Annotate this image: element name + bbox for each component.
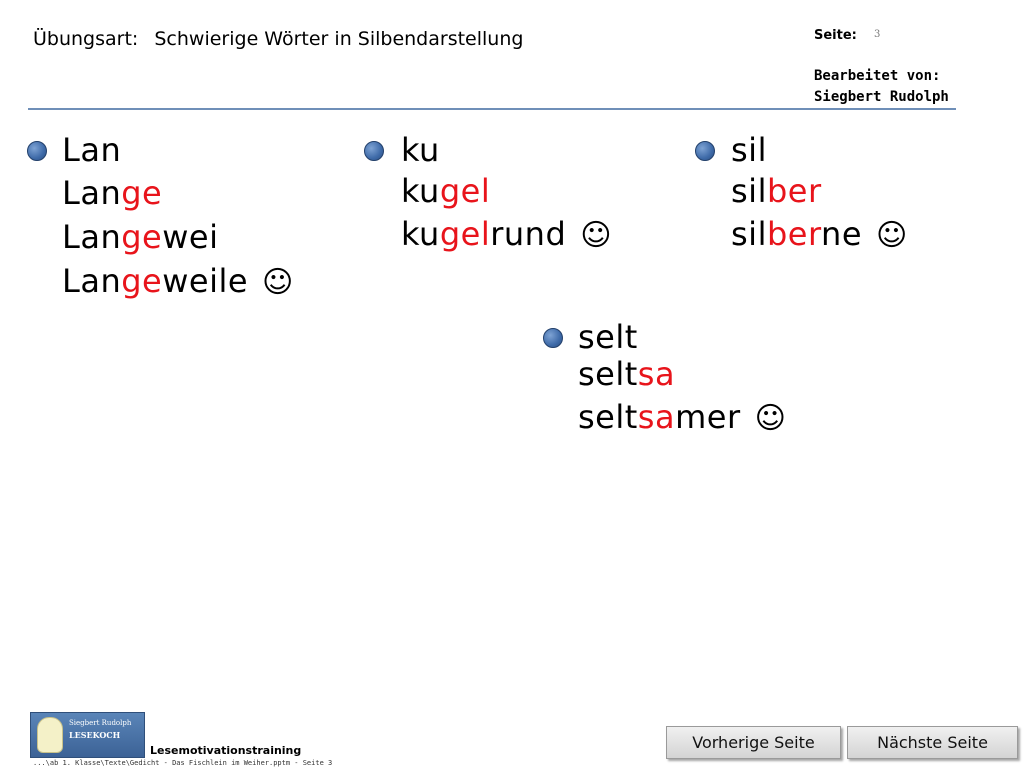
syllable: ne — [821, 215, 863, 253]
bullet-icon — [695, 141, 715, 161]
syllable: ku — [401, 172, 440, 210]
smiley-icon: ☺ — [754, 401, 787, 436]
edited-by-label: Bearbeitet von: — [814, 68, 941, 84]
syllable: weile — [162, 262, 249, 300]
page-label: Seite: — [814, 28, 857, 43]
highlighted-syllable: ber — [766, 215, 822, 253]
syllable-word: silber — [731, 172, 822, 210]
highlighted-syllable: sa — [637, 355, 676, 393]
syllable: wei — [162, 218, 219, 256]
highlighted-syllable: gel — [439, 215, 491, 253]
syllable-word: Lange — [62, 174, 162, 212]
previous-page-button[interactable]: Vorherige Seite — [666, 726, 841, 759]
syllable: sil — [731, 172, 767, 210]
highlighted-syllable: sa — [637, 398, 676, 436]
highlighted-syllable: gel — [439, 172, 491, 210]
footer-label: Lesemotivationstraining — [150, 744, 302, 757]
exercise-type-label: Übungsart: — [33, 28, 139, 50]
syllable-word: seltsamer ☺ — [578, 398, 786, 436]
highlighted-syllable: ber — [766, 172, 822, 210]
smiley-icon: ☺ — [580, 218, 613, 253]
syllable: Lan — [62, 131, 122, 169]
syllable-word: Langewei — [62, 218, 218, 256]
bullet-icon — [27, 141, 47, 161]
syllable-word: ku — [401, 131, 440, 169]
lesekoch-logo: Siegbert Rudolph LESEKOCH — [30, 712, 145, 758]
syllable-word: silberne ☺ — [731, 215, 908, 253]
smiley-icon: ☺ — [262, 265, 294, 300]
page-number: 3 — [874, 29, 881, 40]
file-path: ...\ab 1. Klasse\Texte\Gedicht - Das Fis… — [33, 759, 333, 767]
highlighted-syllable: ge — [121, 174, 163, 212]
syllable: sil — [731, 131, 767, 169]
syllable: rund — [490, 215, 567, 253]
syllable: Lan — [62, 262, 122, 300]
syllable: selt — [578, 318, 638, 356]
bullet-icon — [543, 328, 563, 348]
exercise-type-title: Schwierige Wörter in Silbendarstellung — [154, 28, 524, 50]
syllable-word: selt — [578, 318, 638, 356]
syllable: Lan — [62, 174, 122, 212]
syllable: mer — [675, 398, 741, 436]
header-title: Übungsart: Schwierige Wörter in Silbenda… — [33, 28, 523, 50]
header-divider — [28, 108, 956, 110]
syllable-word: sil — [731, 131, 767, 169]
syllable: ku — [401, 215, 440, 253]
syllable: Lan — [62, 218, 122, 256]
edited-by: Bearbeitet von: Siegbert Rudolph — [814, 66, 949, 108]
smiley-icon: ☺ — [876, 218, 908, 253]
bullet-icon — [364, 141, 384, 161]
next-page-button[interactable]: Nächste Seite — [847, 726, 1018, 759]
syllable-word: kugel — [401, 172, 490, 210]
highlighted-syllable: ge — [121, 218, 163, 256]
syllable-word: kugelrund ☺ — [401, 215, 612, 253]
edited-by-name: Siegbert Rudolph — [814, 89, 949, 105]
logo-author: Siegbert Rudolph — [69, 719, 132, 727]
syllable: sil — [731, 215, 767, 253]
syllable: selt — [578, 398, 638, 436]
logo-brand: LESEKOCH — [69, 730, 121, 740]
lightbulb-icon — [37, 717, 63, 753]
syllable-word: seltsa — [578, 355, 675, 393]
syllable-word: Langeweile ☺ — [62, 262, 294, 300]
highlighted-syllable: ge — [121, 262, 163, 300]
syllable: ku — [401, 131, 440, 169]
syllable-word: Lan — [62, 131, 121, 169]
syllable: selt — [578, 355, 638, 393]
